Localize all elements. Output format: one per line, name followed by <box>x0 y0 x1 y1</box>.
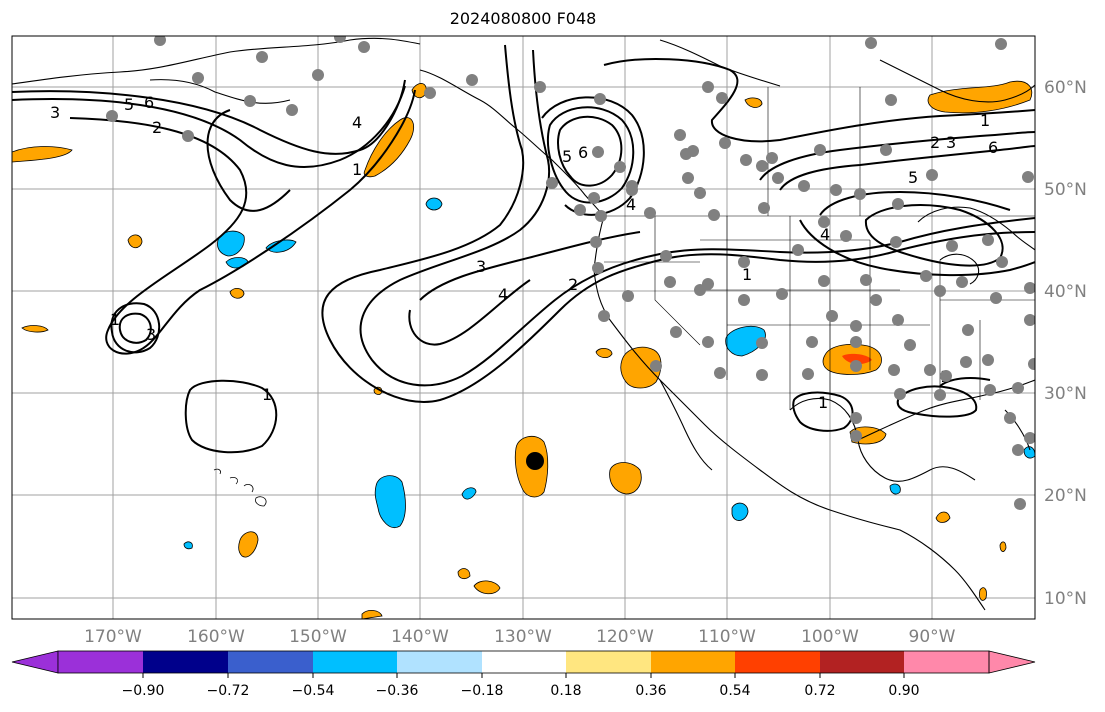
contour-label: 3 <box>146 325 156 344</box>
colorbar-over-arrow <box>988 650 1036 674</box>
lon-label: 110°W <box>698 627 756 647</box>
lon-label: 150°W <box>289 627 347 647</box>
lon-label: 90°W <box>909 627 956 647</box>
latitude-labels: 60°N 50°N 40°N 30°N 20°N 10°N <box>1044 78 1087 609</box>
colorbar-segment <box>228 651 313 673</box>
colorbar <box>11 650 1036 678</box>
contour-label: 4 <box>626 195 636 214</box>
contour-label: 6 <box>578 143 588 162</box>
colorbar-segment <box>58 651 143 673</box>
map-border <box>11 35 1036 620</box>
contour-label: 1 <box>262 385 272 404</box>
longitude-labels: 170°W 160°W 150°W 140°W 130°W 120°W 110°… <box>84 627 956 647</box>
colorbar-segment <box>735 651 820 673</box>
contour-label: 6 <box>988 138 998 157</box>
contour-label: 2 <box>930 133 940 152</box>
storm-center-marker <box>526 452 544 470</box>
contour-label: 5 <box>562 147 572 166</box>
map-title: 2024080800 F048 <box>449 9 597 28</box>
colorbar-segment <box>820 651 904 673</box>
colorbar-segment <box>904 651 989 673</box>
contour-labels: 3 5 6 2 4 1 1 3 1 3 4 5 6 4 2 1 2 3 6 5 … <box>50 93 998 412</box>
contour-label: 4 <box>498 285 508 304</box>
colorbar-segment <box>566 651 651 673</box>
contour-label: 1 <box>110 310 120 329</box>
colorbar-under-arrow <box>11 650 59 674</box>
contour-label: 3 <box>946 133 956 152</box>
lat-label: 10°N <box>1044 589 1087 609</box>
lon-label: 160°W <box>187 627 245 647</box>
lon-label: 100°W <box>801 627 859 647</box>
lat-label: 60°N <box>1044 78 1087 98</box>
lon-label: 170°W <box>84 627 142 647</box>
colorbar-segment <box>482 651 566 673</box>
contour-label: 3 <box>50 103 60 122</box>
contour-label: 1 <box>980 111 990 130</box>
contour-label: 4 <box>352 113 362 132</box>
colorbar-segment <box>313 651 397 673</box>
contour-label: 3 <box>476 257 486 276</box>
colorbar-segment <box>143 651 228 673</box>
contour-label: 5 <box>908 168 918 187</box>
coastlines <box>12 37 1035 611</box>
contour-label: 1 <box>818 393 828 412</box>
lat-label: 40°N <box>1044 282 1087 302</box>
colorbar-segment <box>651 651 735 673</box>
observation-stations <box>106 36 1035 510</box>
contour-label: 1 <box>742 265 752 284</box>
contour-label: 4 <box>820 225 830 244</box>
contour-label: 2 <box>568 275 578 294</box>
contour-label: 1 <box>352 160 362 179</box>
hawaii-islands <box>213 468 267 507</box>
lat-label: 50°N <box>1044 180 1087 200</box>
contour-label: 6 <box>144 93 154 112</box>
colorbar-segment <box>397 651 482 673</box>
lon-label: 140°W <box>391 627 449 647</box>
lon-label: 120°W <box>596 627 654 647</box>
lat-label: 30°N <box>1044 384 1087 404</box>
contour-label: 2 <box>152 118 162 137</box>
lat-label: 20°N <box>1044 486 1087 506</box>
lon-label: 130°W <box>494 627 552 647</box>
pressure-contours <box>12 44 1035 454</box>
contour-label: 5 <box>124 95 134 114</box>
